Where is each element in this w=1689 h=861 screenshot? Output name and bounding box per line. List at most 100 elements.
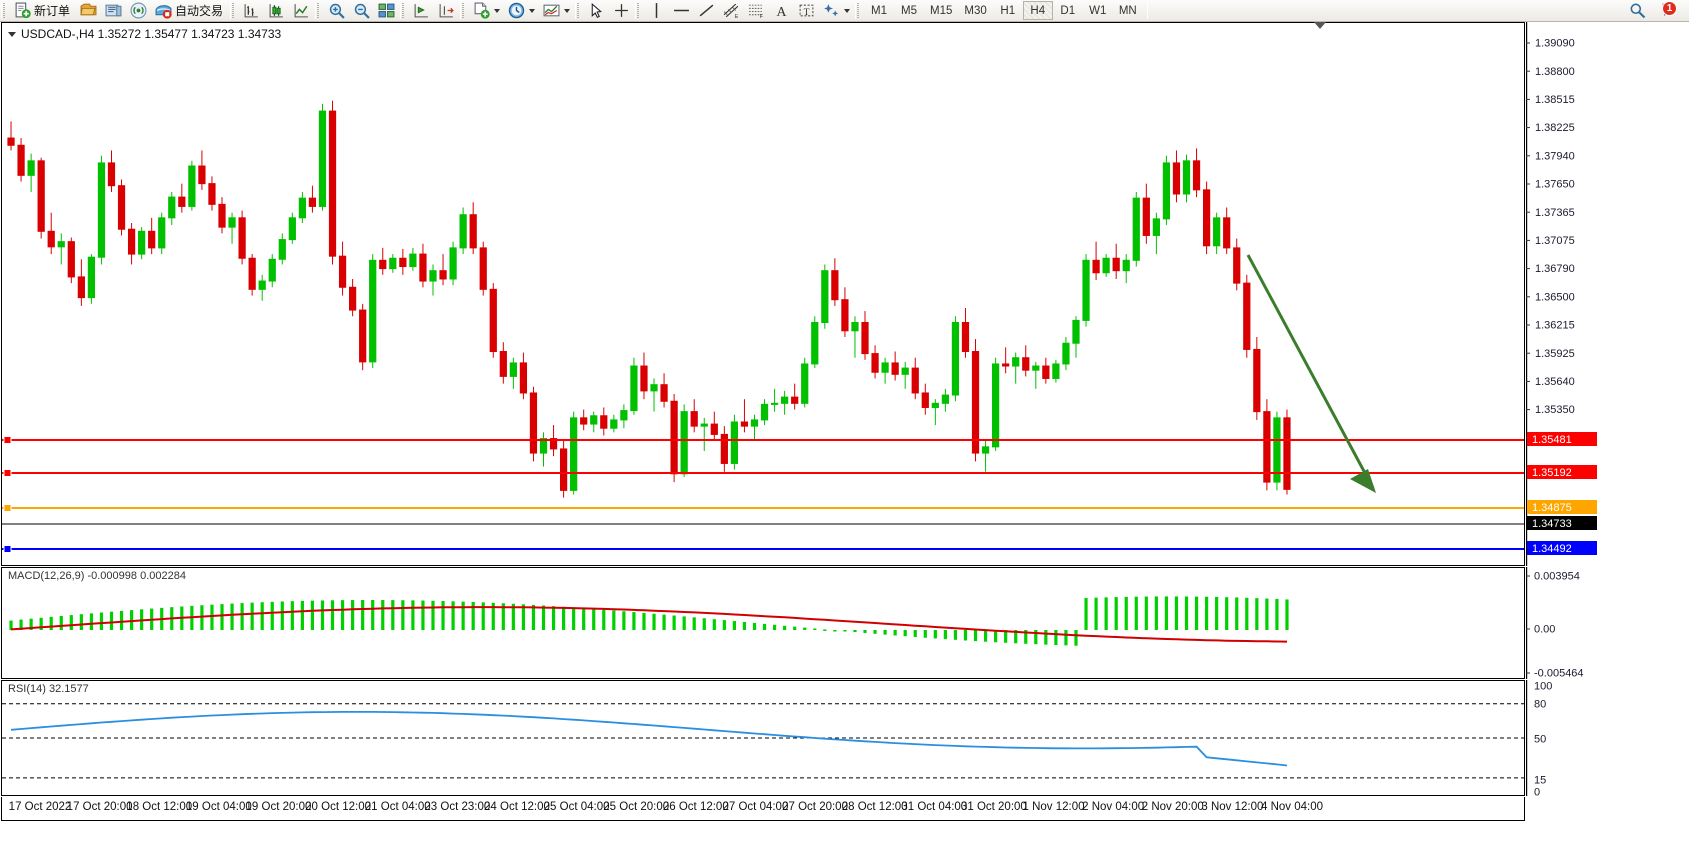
price-tag-support-1[interactable]: 1.34492: [1527, 541, 1597, 555]
cursor-tool-button[interactable]: [584, 1, 609, 21]
time-axis-tick: 2 Nov 04:00: [1082, 801, 1145, 813]
price-tag-value: 1.34875: [1532, 502, 1572, 514]
shapes-tool-button[interactable]: [819, 1, 854, 21]
price-axis-tick: 1.37365: [1535, 207, 1575, 219]
time-axis-tick: 17 Oct 2022: [8, 801, 72, 813]
tile-windows-button[interactable]: [374, 1, 399, 21]
rsi-pane[interactable]: RSI(14) 32.1577: [1, 680, 1525, 796]
rsi-axis-tick: 80: [1534, 699, 1546, 711]
history-button[interactable]: [76, 1, 101, 21]
macd-scale: 0.003954 0.00 -0.005464: [1526, 567, 1689, 679]
svg-text:T: T: [804, 7, 810, 18]
zoom-out-button[interactable]: [349, 1, 374, 21]
macd-pane[interactable]: MACD(12,26,9) -0.000998 0.002284: [1, 567, 1525, 679]
chevron-down-icon[interactable]: [8, 31, 16, 37]
price-axis-tick: 1.36790: [1535, 263, 1575, 275]
symbol-info-label: USDCAD-,H4 1.35272 1.35477 1.34723 1.347…: [8, 27, 281, 41]
candlestick-chart-button[interactable]: [264, 1, 289, 21]
svg-text:F: F: [760, 14, 764, 19]
price-pane[interactable]: USDCAD-,H4 1.35272 1.35477 1.34723 1.347…: [1, 22, 1525, 566]
folder-icon: [80, 3, 97, 16]
equidistant-channel-tool-button[interactable]: E: [719, 1, 744, 21]
rsi-axis-tick: 50: [1534, 734, 1546, 746]
time-axis[interactable]: 17 Oct 2022 17 Oct 20:00 18 Oct 12:00 19 Oc…: [1, 797, 1525, 821]
price-tag-current-price[interactable]: 1.34733: [1527, 516, 1597, 530]
timeframe-button-h4[interactable]: H4: [1022, 1, 1053, 20]
price-tag-value: 1.34492: [1532, 543, 1572, 555]
templates-button[interactable]: [539, 1, 574, 21]
timeframe-button-w1[interactable]: W1: [1089, 4, 1107, 17]
autotrading-button-label: 自动交易: [175, 4, 224, 18]
signals-button[interactable]: [126, 1, 151, 21]
resistance-line-2[interactable]: [2, 469, 1524, 477]
time-axis-tick: 17 Oct 20:00: [66, 801, 133, 813]
indicators-button[interactable]: [469, 1, 504, 21]
chevron-down-icon[interactable]: [564, 8, 571, 13]
price-tag-pivot[interactable]: 1.34875: [1527, 500, 1597, 514]
zoom-in-icon: [329, 3, 345, 19]
template-icon: [543, 4, 560, 17]
toolbar-grip[interactable]: [635, 2, 643, 19]
timeframe-button-d1[interactable]: D1: [1060, 4, 1076, 17]
notifications-button[interactable]: 1: [1656, 0, 1681, 21]
line-chart-icon: [294, 4, 308, 18]
chart-workspace[interactable]: USDCAD-,H4 1.35272 1.35477 1.34723 1.347…: [0, 22, 1689, 861]
main-toolbar[interactable]: 新订单 自动交易: [0, 0, 1689, 22]
chevron-down-icon[interactable]: [494, 8, 501, 13]
svg-text:E: E: [735, 14, 739, 19]
chevron-down-icon[interactable]: [844, 8, 851, 13]
timeframe-button-m30[interactable]: M30: [964, 4, 987, 17]
fibonacci-tool-button[interactable]: F: [744, 1, 769, 21]
zoom-in-button[interactable]: [324, 1, 349, 21]
timeframe-button-mn[interactable]: MN: [1118, 4, 1137, 17]
resistance-line-1[interactable]: [2, 436, 1524, 444]
toolbar-grip[interactable]: [315, 2, 323, 19]
toolbar-right-group[interactable]: 1: [1625, 0, 1689, 21]
macd-signal-line: [10, 606, 1288, 643]
toolbar-grip[interactable]: [400, 2, 408, 19]
autotrading-button[interactable]: 自动交易: [151, 1, 229, 21]
time-axis-tick: 23 Oct 23:00: [424, 801, 491, 813]
time-axis-tick: 18 Oct 12:00: [126, 801, 193, 813]
price-tag-resistance-1[interactable]: 1.35481: [1527, 432, 1597, 446]
line-chart-button[interactable]: [289, 1, 314, 21]
timeframe-button-m1[interactable]: M1: [871, 4, 888, 17]
search-button[interactable]: [1625, 1, 1650, 21]
auto-scroll-button[interactable]: [409, 1, 434, 21]
trendline-tool-button[interactable]: [694, 1, 719, 21]
toolbar-grip[interactable]: [575, 2, 583, 19]
time-axis-tick: 27 Oct 20:00: [782, 801, 848, 813]
price-scale[interactable]: 1.39090 1.38800 1.38515 1.38225 1.37940 1.376…: [1526, 22, 1689, 566]
text-label-tool-button[interactable]: T: [794, 1, 819, 21]
news-button[interactable]: [101, 1, 126, 21]
vertical-line-tool-button[interactable]: [644, 1, 669, 21]
new-order-button-label: 新订单: [34, 4, 71, 18]
add-indicator-icon: [474, 2, 490, 19]
chevron-down-icon[interactable]: [529, 8, 536, 13]
toolbar-grip[interactable]: [230, 2, 238, 19]
text-tool-button[interactable]: A: [769, 1, 794, 21]
svg-text:A: A: [777, 4, 787, 19]
bar-chart-button[interactable]: [239, 1, 264, 21]
fibonacci-icon: F: [749, 4, 764, 19]
support-line-1[interactable]: [2, 545, 1524, 553]
toolbar-grip[interactable]: [855, 2, 863, 19]
toolbar-grip[interactable]: [460, 2, 468, 19]
price-tag-value: 1.34733: [1532, 518, 1572, 530]
pivot-line[interactable]: [2, 504, 1524, 512]
new-order-button[interactable]: 新订单: [10, 1, 76, 21]
trend-arrow-annotation[interactable]: [1246, 254, 1376, 493]
timeframe-button-m5[interactable]: M5: [901, 4, 918, 17]
timeframe-button-m15[interactable]: M15: [930, 4, 953, 17]
horizontal-line-icon: [674, 9, 689, 12]
periods-button[interactable]: [504, 1, 539, 21]
price-tag-resistance-2[interactable]: 1.35192: [1527, 465, 1597, 479]
macd-axis-tick: -0.005464: [1534, 668, 1584, 679]
chart-shift-button[interactable]: [434, 1, 459, 21]
toolbar-grip[interactable]: [1, 2, 8, 19]
horizontal-line-tool-button[interactable]: [669, 1, 694, 21]
price-tag-value: 1.35192: [1532, 467, 1572, 479]
crosshair-tool-button[interactable]: [609, 1, 634, 21]
zoom-out-icon: [354, 3, 370, 19]
timeframe-button-h1[interactable]: H1: [1000, 4, 1016, 17]
